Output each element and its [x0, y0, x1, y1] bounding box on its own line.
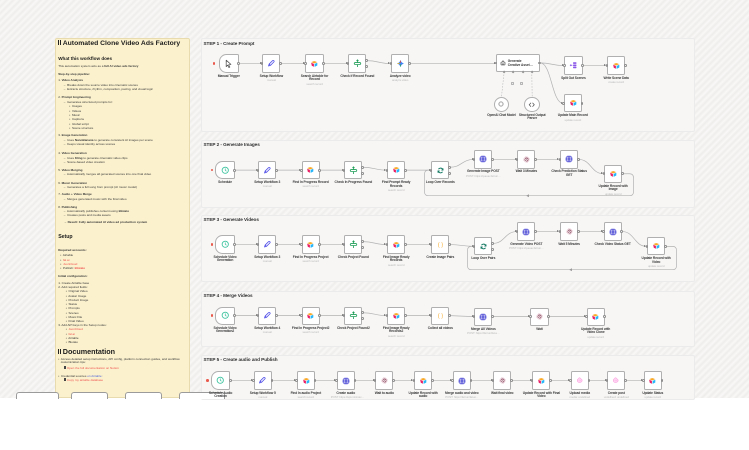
svg-text:{ }: { } — [438, 242, 443, 248]
svg-text:{ }: { } — [438, 314, 443, 320]
